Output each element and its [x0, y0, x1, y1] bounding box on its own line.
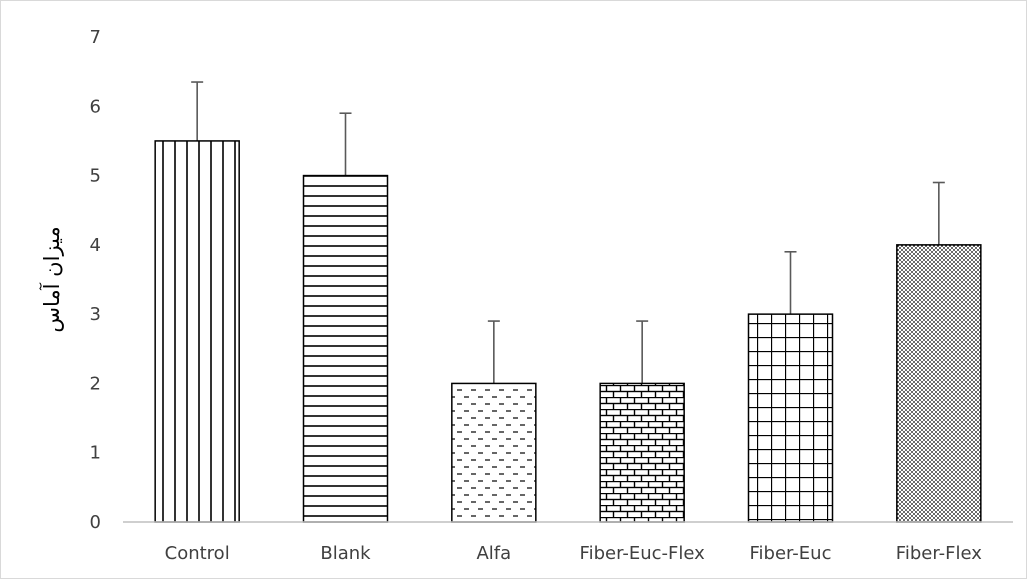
bar-blank: [302, 174, 389, 523]
y-tick-label: 4: [90, 235, 101, 256]
y-tick-label: 1: [90, 443, 101, 464]
y-tick-label: 0: [90, 512, 101, 533]
bar-alfa: [451, 382, 537, 523]
y-tick-label: 6: [90, 96, 101, 117]
y-axis-label: میزان آماس: [39, 226, 64, 332]
x-tick-label: Control: [165, 543, 230, 564]
x-tick-label: Blank: [320, 543, 371, 564]
x-tick-label: Alfa: [476, 543, 511, 564]
x-tick-label: Fiber-Euc: [750, 543, 832, 564]
y-tick-label: 2: [90, 373, 101, 394]
bar-fiber-euc: [747, 313, 834, 523]
y-tick-label: 3: [90, 304, 101, 325]
bar-fiber-flex: [896, 244, 982, 523]
y-tick-label: 7: [90, 27, 101, 48]
bar-control: [154, 140, 240, 523]
bar-fiber-euc-flex: [599, 382, 685, 523]
y-tick-label: 5: [90, 166, 101, 187]
x-tick-label: Fiber-Euc-Flex: [580, 543, 706, 564]
x-tick-label: Fiber-Flex: [896, 543, 982, 564]
